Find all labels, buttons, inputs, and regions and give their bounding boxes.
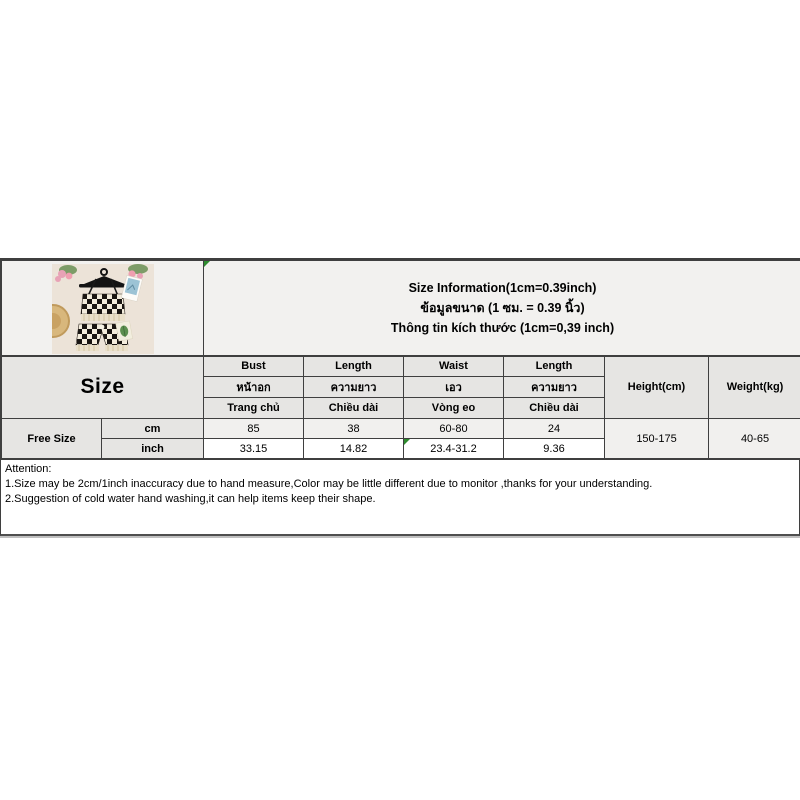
col-header-waist-vi: Vòng eo bbox=[403, 397, 504, 419]
product-photo bbox=[51, 264, 154, 354]
value-length1-inch: 14.82 bbox=[303, 438, 404, 459]
size-info-title-vi: Thông tin kích thước (1cm=0,39 inch) bbox=[390, 320, 615, 335]
value-length1-cm: 38 bbox=[303, 418, 404, 439]
value-bust-inch: 33.15 bbox=[203, 438, 304, 459]
size-chart-sheet: Size Information(1cm=0.39inch) ข้อมูลขนา… bbox=[0, 258, 800, 536]
product-photo-cell bbox=[1, 260, 204, 357]
comment-marker-icon bbox=[404, 439, 410, 445]
size-table: Size Information(1cm=0.39inch) ข้อมูลขนา… bbox=[1, 260, 800, 459]
size-info-title-th: ข้อมูลขนาด (1 ซม. = 0.39 นิ้ว) bbox=[420, 300, 585, 315]
value-bust-cm: 85 bbox=[203, 418, 304, 439]
col-header-length2-en: Length bbox=[503, 355, 605, 377]
col-header-height: Height(cm) bbox=[604, 355, 709, 419]
col-header-bust-en: Bust bbox=[203, 355, 304, 377]
unit-label-cm: cm bbox=[101, 418, 204, 439]
value-waist-cm: 60-80 bbox=[403, 418, 504, 439]
comment-marker-icon bbox=[204, 261, 210, 267]
col-header-waist-en: Waist bbox=[403, 355, 504, 377]
row-label-free-size: Free Size bbox=[1, 418, 102, 459]
attention-heading: Attention: bbox=[5, 463, 52, 475]
col-header-length1-th: ความยาว bbox=[303, 376, 404, 398]
unit-label-inch: inch bbox=[101, 438, 204, 459]
value-waist-inch-text: 23.4-31.2 bbox=[430, 442, 477, 455]
value-length2-inch: 9.36 bbox=[503, 438, 605, 459]
col-header-length1-en: Length bbox=[303, 355, 404, 377]
size-info-title-en: Size Information(1cm=0.39inch) bbox=[408, 280, 597, 295]
attention-note: Attention: 1.Size may be 2cm/1inch inacc… bbox=[1, 459, 799, 534]
col-header-length1-vi: Chiều dài bbox=[303, 397, 404, 419]
col-header-length2-vi: Chiều dài bbox=[503, 397, 605, 419]
value-height: 150-175 bbox=[604, 418, 709, 459]
col-header-bust-th: หน้าอก bbox=[203, 376, 304, 398]
col-header-weight: Weight(kg) bbox=[707, 355, 800, 419]
value-waist-inch: 23.4-31.2 bbox=[403, 438, 504, 459]
col-header-waist-th: เอว bbox=[403, 376, 504, 398]
size-info-title-cell: Size Information(1cm=0.39inch) ข้อมูลขนา… bbox=[202, 260, 800, 357]
col-header-bust-vi: Trang chủ bbox=[203, 397, 304, 419]
col-header-length2-th: ความยาว bbox=[503, 376, 605, 398]
attention-line-2: 2.Suggestion of cold water hand washing,… bbox=[5, 493, 376, 505]
value-length2-cm: 24 bbox=[503, 418, 605, 439]
attention-line-1: 1.Size may be 2cm/1inch inaccuracy due t… bbox=[5, 478, 653, 490]
size-header-cell: Size bbox=[1, 355, 204, 419]
value-weight: 40-65 bbox=[707, 418, 800, 459]
